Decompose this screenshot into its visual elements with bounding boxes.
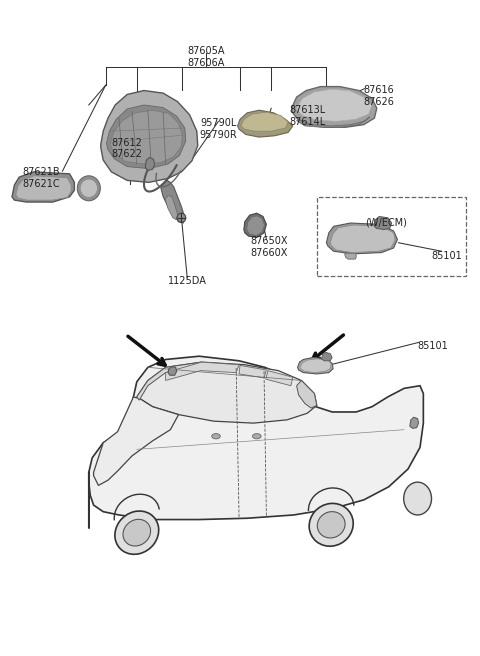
Ellipse shape <box>115 511 159 554</box>
Polygon shape <box>161 180 185 223</box>
Text: 87621B
87621C: 87621B 87621C <box>22 167 60 189</box>
Polygon shape <box>94 397 179 485</box>
Polygon shape <box>137 362 202 400</box>
Polygon shape <box>345 253 356 259</box>
Polygon shape <box>101 91 198 182</box>
Polygon shape <box>89 356 423 528</box>
Polygon shape <box>297 89 372 121</box>
Text: 95790L
95790R: 95790L 95790R <box>200 118 237 140</box>
Polygon shape <box>247 216 264 236</box>
Polygon shape <box>168 367 177 375</box>
Ellipse shape <box>80 179 97 197</box>
Polygon shape <box>300 359 331 373</box>
Text: 87613L
87614L: 87613L 87614L <box>289 105 325 127</box>
Polygon shape <box>238 110 293 137</box>
Ellipse shape <box>177 213 186 222</box>
Polygon shape <box>137 362 317 423</box>
Polygon shape <box>374 216 392 230</box>
Text: 87612
87622: 87612 87622 <box>112 138 143 159</box>
Polygon shape <box>239 365 266 378</box>
Polygon shape <box>244 213 266 237</box>
Ellipse shape <box>317 512 345 538</box>
Text: 85101: 85101 <box>431 251 462 260</box>
Polygon shape <box>410 417 419 428</box>
Ellipse shape <box>212 434 220 439</box>
Polygon shape <box>297 117 370 127</box>
Polygon shape <box>241 112 288 131</box>
Polygon shape <box>107 105 186 169</box>
Ellipse shape <box>252 434 261 439</box>
Polygon shape <box>326 223 397 254</box>
Polygon shape <box>110 110 182 164</box>
Polygon shape <box>297 380 317 408</box>
Bar <box>317 197 466 276</box>
Ellipse shape <box>404 482 432 515</box>
Text: 85101: 85101 <box>418 341 448 351</box>
Polygon shape <box>165 195 178 220</box>
Polygon shape <box>292 87 377 127</box>
Polygon shape <box>330 225 395 253</box>
Polygon shape <box>322 352 332 361</box>
Polygon shape <box>166 362 239 380</box>
Polygon shape <box>12 172 74 202</box>
Text: 87616
87626: 87616 87626 <box>364 85 395 107</box>
Ellipse shape <box>123 520 151 546</box>
Text: 87650X
87660X: 87650X 87660X <box>250 236 288 258</box>
Ellipse shape <box>309 503 353 546</box>
Polygon shape <box>266 371 293 386</box>
Ellipse shape <box>77 176 100 201</box>
Polygon shape <box>298 358 333 374</box>
Text: (W/ECM): (W/ECM) <box>365 218 407 228</box>
Polygon shape <box>145 157 155 171</box>
Text: 1125DA: 1125DA <box>168 276 206 285</box>
Text: 87605A
87606A: 87605A 87606A <box>188 46 225 68</box>
Polygon shape <box>16 176 71 200</box>
